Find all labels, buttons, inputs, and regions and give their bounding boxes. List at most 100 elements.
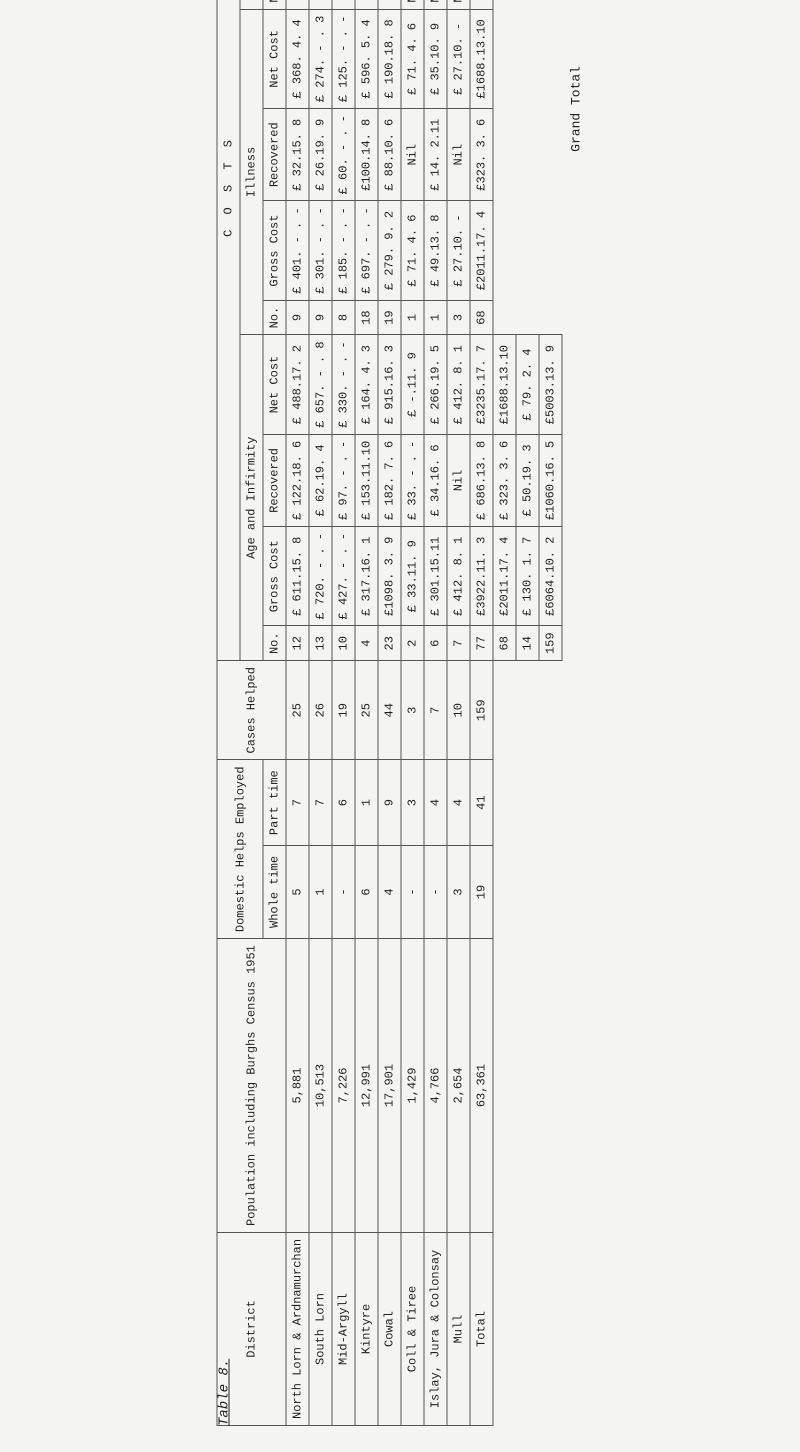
cell-whole: 3 — [447, 845, 470, 938]
cell-ill_no: 1 — [424, 300, 447, 335]
blank-cell — [516, 0, 539, 9]
cell-cases: 26 — [309, 661, 332, 760]
cell-age_gross: £ 427. - . - — [332, 527, 355, 626]
col-gross: Gross Cost — [263, 527, 286, 626]
cell-district: Cowal — [378, 1232, 401, 1425]
col-age: Age and Infirmity — [240, 335, 263, 661]
page-rotated: Table 8. District Population including B… — [217, 26, 584, 1426]
col-no: No. — [263, 0, 286, 9]
cell-part: 7 — [309, 760, 332, 845]
cell-age_net: £ 266.19. 5 — [424, 335, 447, 434]
col-recovered: Recovered — [263, 434, 286, 526]
col-domestic: Domestic Helps Employed — [217, 760, 263, 939]
blank-cell — [493, 109, 516, 201]
cell-age_net: £ 488.17. 2 — [286, 335, 309, 434]
table-row: Mull2,65434107£ 412. 8. 1Nil£ 412. 8. 13… — [447, 0, 470, 1426]
cell-ill_gross: £ 49.13. 8 — [424, 201, 447, 300]
col-gross: Gross Cost — [263, 201, 286, 300]
gt-age_rec: £ 323. 3. 6 — [493, 434, 516, 526]
cell-ill_gross: £ 185. - . - — [332, 201, 355, 300]
cell-ill_net: £ 71. 4. 6 — [401, 9, 424, 108]
col-population: Population including Burghs Census 1951 — [217, 939, 286, 1233]
cell-part: 6 — [332, 760, 355, 845]
cell-con_no: 3 — [355, 0, 378, 9]
cell-part: 4 — [424, 760, 447, 845]
table-row: Cowal17,901494423£1098. 3. 9£ 182. 7. 6£… — [378, 0, 401, 1426]
cell-ill_rec: £100.14. 8 — [355, 109, 378, 201]
cell-ill_no: 1 — [401, 300, 424, 335]
cell-pop: 63,361 — [470, 939, 493, 1233]
cell-district: Coll & Tiree — [401, 1232, 424, 1425]
cell-age_net: £ 657. - . 8 — [309, 335, 332, 434]
cell-age_gross: £ 317.16. 1 — [355, 527, 378, 626]
cell-age_no: 4 — [355, 626, 378, 661]
blank-cell — [516, 1232, 539, 1425]
blank-cell — [493, 1232, 516, 1425]
blank-cell — [493, 939, 516, 1233]
gt-line3_rec: £1060.16. 5 — [539, 434, 562, 526]
blank-cell — [539, 760, 562, 845]
cell-age_rec: £ 686.13. 8 — [470, 434, 493, 526]
col-no: No. — [263, 626, 286, 661]
cell-age_net: £ 164. 4. 3 — [355, 335, 378, 434]
cell-ill_net: £ 27.10. - — [447, 9, 470, 108]
cell-age_no: 23 — [378, 626, 401, 661]
table-row: Total63,361194115977£3922.11. 3£ 686.13.… — [470, 0, 493, 1426]
cell-age_no: 6 — [424, 626, 447, 661]
cell-ill_no: 68 — [470, 300, 493, 335]
cell-age_net: £ 412. 8. 1 — [447, 335, 470, 434]
cell-age_rec: £ 33. - . - — [401, 434, 424, 526]
cell-pop: 4,766 — [424, 939, 447, 1233]
cell-district: South Lorn — [309, 1232, 332, 1425]
cell-age_rec: £ 122.18. 6 — [286, 434, 309, 526]
blank-cell — [539, 0, 562, 9]
gt-ill_no: 14 — [516, 626, 539, 661]
cell-part: 41 — [470, 760, 493, 845]
blank-cell — [539, 201, 562, 300]
cell-con_no: Nil — [401, 0, 424, 9]
cell-part: 3 — [401, 760, 424, 845]
cell-ill_no: 18 — [355, 300, 378, 335]
cell-cases: 44 — [378, 661, 401, 760]
col-part: Part time — [263, 760, 286, 845]
cell-cases: 3 — [401, 661, 424, 760]
grand-total-row: 68£2011.17. 4£ 323. 3. 6£1688.13.10 — [493, 0, 516, 1426]
cell-age_gross: £3922.11. 3 — [470, 527, 493, 626]
blank-cell — [539, 1232, 562, 1425]
cell-part: 7 — [286, 760, 309, 845]
cell-age_net: £ 330. - . - — [332, 335, 355, 434]
blank-cell — [493, 845, 516, 938]
blank-cell — [516, 845, 539, 938]
cell-district: Kintyre — [355, 1232, 378, 1425]
blank-cell — [516, 939, 539, 1233]
cell-pop: 17,901 — [378, 939, 401, 1233]
blank-cell — [539, 939, 562, 1233]
blank-cell — [516, 760, 539, 845]
cell-age_no: 77 — [470, 626, 493, 661]
cell-age_rec: £ 97. - . - — [332, 434, 355, 526]
cell-ill_gross: £ 401. - . - — [286, 201, 309, 300]
gt-ill_net: £ 79. 2. 4 — [516, 335, 539, 434]
blank-cell — [516, 109, 539, 201]
cell-ill_net: £ 274. - . 3 — [309, 9, 332, 108]
cell-pop: 2,654 — [447, 939, 470, 1233]
cell-cases: 19 — [332, 661, 355, 760]
main-table: District Population including Burghs Cen… — [217, 0, 563, 1426]
cell-district: Mid-Argyll — [332, 1232, 355, 1425]
table-row: Islay, Jura & Colonsay4,766-476£ 301.15.… — [424, 0, 447, 1426]
cell-age_net: £ -.11. 9 — [401, 335, 424, 434]
cell-ill_net: £ 35.10. 9 — [424, 9, 447, 108]
cell-district: Mull — [447, 1232, 470, 1425]
gt-line3_no: 159 — [539, 626, 562, 661]
cell-ill_rec: Nil — [401, 109, 424, 201]
cell-whole: 6 — [355, 845, 378, 938]
gt-age_net: £1688.13.10 — [493, 335, 516, 434]
cell-cases: 25 — [355, 661, 378, 760]
cell-age_gross: £ 611.15. 8 — [286, 527, 309, 626]
blank-cell — [493, 0, 516, 9]
cell-con_no: 4 — [286, 0, 309, 9]
cell-part: 1 — [355, 760, 378, 845]
cell-ill_gross: £ 27.10. - — [447, 201, 470, 300]
cell-whole: 1 — [309, 845, 332, 938]
cell-age_rec: Nil — [447, 434, 470, 526]
